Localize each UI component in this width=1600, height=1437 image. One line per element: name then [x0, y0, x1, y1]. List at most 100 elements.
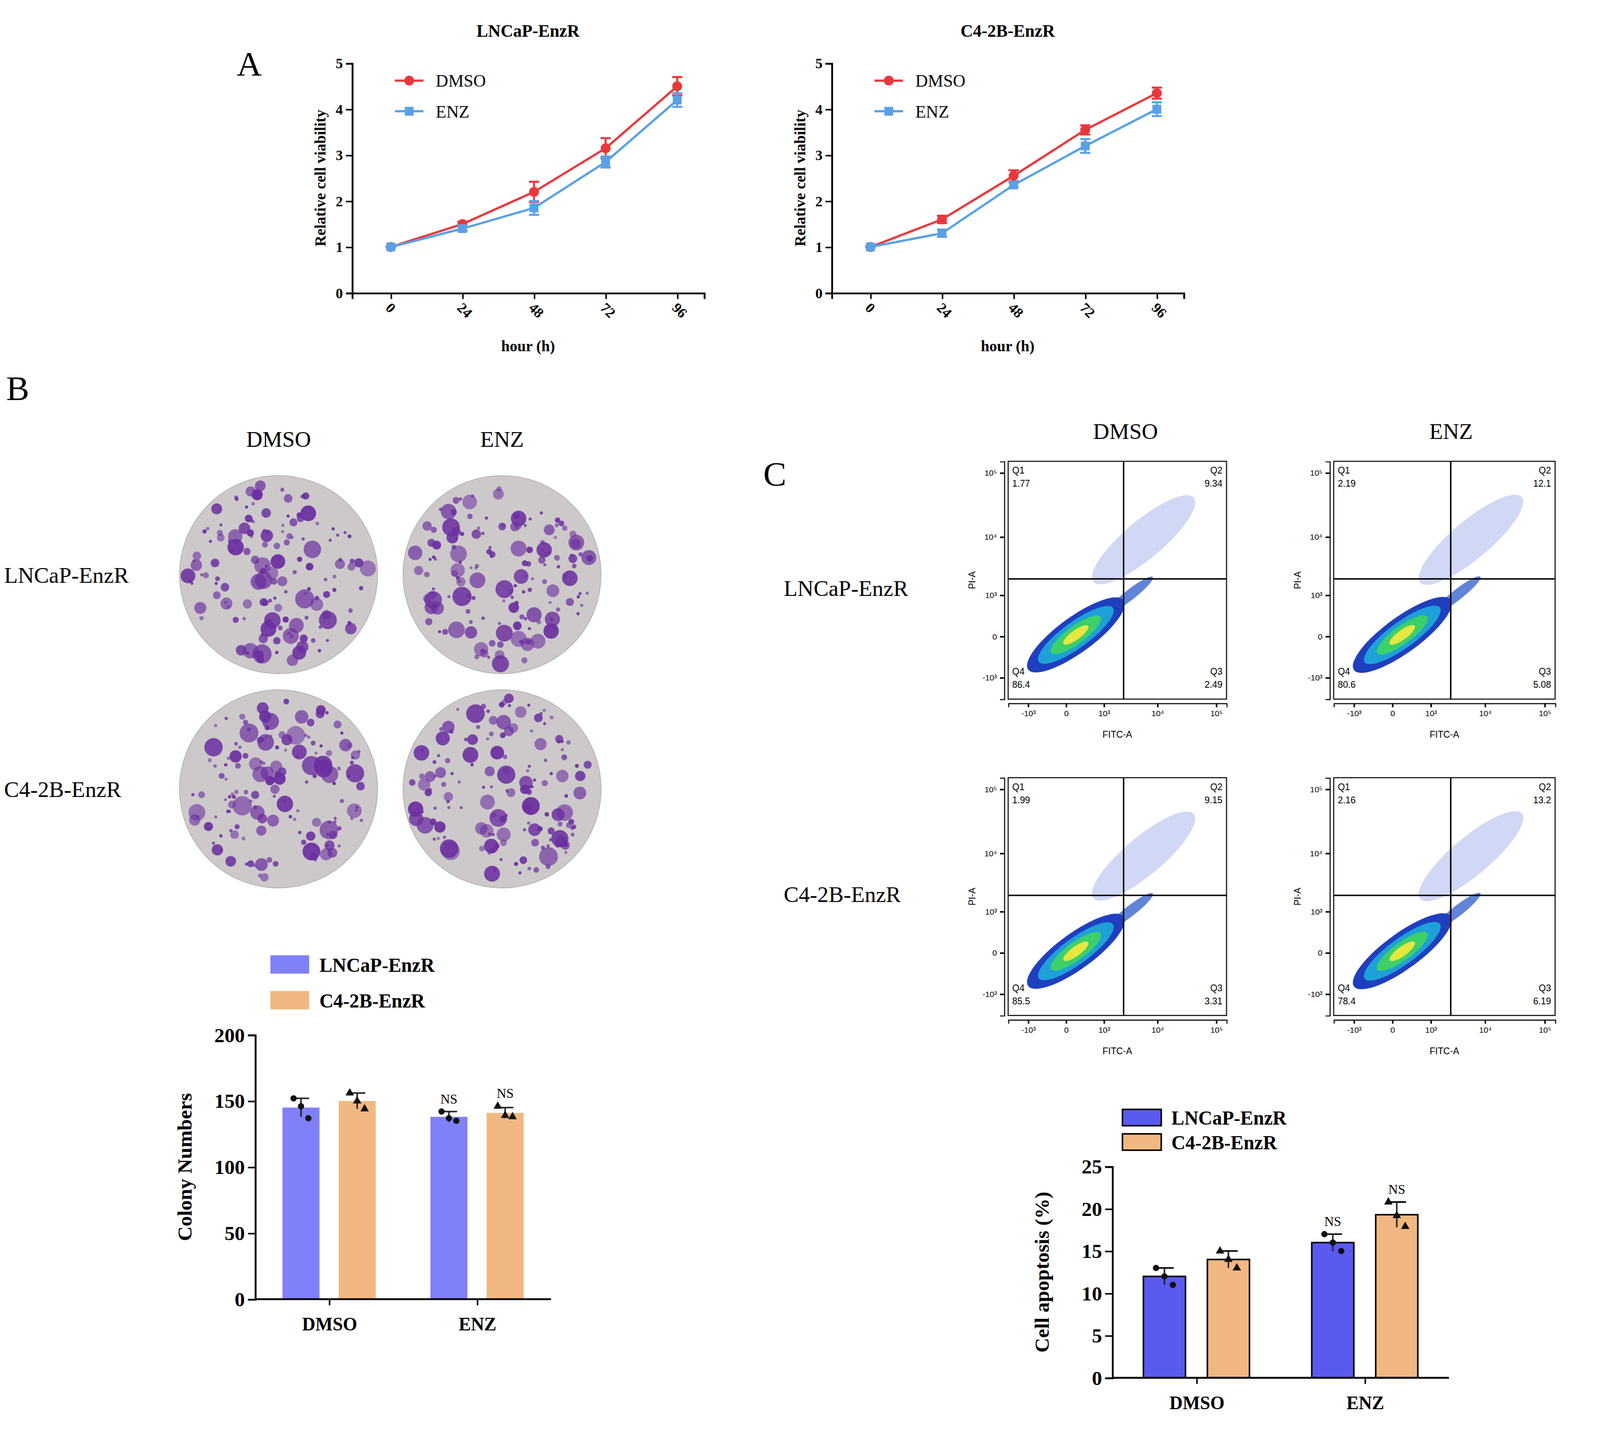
- colony: [296, 640, 309, 653]
- colony: [195, 815, 199, 819]
- colony: [486, 709, 491, 713]
- error-bar: [1155, 1267, 1174, 1285]
- x-axis-title: FITC-A: [1429, 729, 1460, 740]
- density-cloud: [1343, 482, 1534, 685]
- colony: [280, 487, 284, 492]
- error-bar: [671, 92, 682, 107]
- quadrant-name: Q4: [1337, 982, 1351, 994]
- colony: [534, 738, 547, 751]
- tick: 0: [335, 285, 353, 302]
- colony: [432, 587, 436, 591]
- colony: [555, 607, 561, 612]
- axis-line: [1008, 703, 1228, 708]
- colony: [235, 762, 241, 769]
- colony: [430, 526, 437, 533]
- x-axis-title: FITC-A: [1429, 1045, 1460, 1057]
- colony: [470, 762, 474, 766]
- colony: [287, 631, 291, 635]
- tick-mark: [1196, 1377, 1198, 1384]
- colony: [521, 657, 528, 664]
- colony: [489, 808, 508, 827]
- colony: [445, 758, 451, 764]
- flow-plot: -10³010³10⁴10⁵-10³010³10⁴10⁵FITC-API-AQ1…: [966, 777, 1227, 1057]
- tick-label: 1: [335, 239, 344, 256]
- tick-label: 10³: [1425, 708, 1437, 718]
- colony: [254, 480, 266, 492]
- colony: [259, 872, 269, 882]
- tick-mark: [345, 246, 353, 249]
- colony: [514, 706, 527, 718]
- quadrant-value: 85.5: [1012, 995, 1030, 1007]
- gate-line: [1449, 777, 1452, 1016]
- colony: [489, 785, 493, 789]
- colony: [407, 545, 423, 560]
- tick-label: 10³: [985, 907, 997, 917]
- colony: [262, 712, 280, 730]
- axis: -10³010³10⁴10⁵: [1008, 702, 1228, 718]
- colony: [298, 830, 302, 835]
- axis-line: [832, 293, 1185, 300]
- tick: ENZ: [458, 1299, 497, 1335]
- colony: [202, 529, 207, 534]
- data-point: [672, 95, 682, 105]
- colony: [192, 551, 202, 561]
- colony: [203, 822, 213, 831]
- quadrant-name: Q3: [1209, 666, 1223, 677]
- tick-label: 0: [1318, 632, 1323, 641]
- colony: [242, 643, 258, 659]
- colony: [552, 626, 556, 630]
- colony: [436, 836, 440, 840]
- legend-label: C4-2B-EnzR: [319, 990, 425, 1012]
- bar: [1143, 1276, 1186, 1378]
- colony: [522, 828, 526, 832]
- plot-frame: [1333, 461, 1556, 700]
- colony: [488, 545, 492, 550]
- colony: [514, 600, 519, 605]
- colony: [481, 531, 485, 535]
- chart-title: LNCaP-EnzR: [476, 21, 581, 41]
- tick-mark: [1000, 635, 1005, 638]
- tick: 50: [224, 1221, 256, 1245]
- tick: 24: [454, 292, 476, 322]
- tick-mark: [941, 292, 944, 300]
- colony: [249, 799, 253, 803]
- y-axis-title: Colony Numbers: [173, 1092, 196, 1241]
- colony: [513, 861, 519, 867]
- tick-label: 2: [815, 193, 823, 210]
- tick-mark: [1544, 1019, 1546, 1024]
- tick-mark: [345, 200, 353, 203]
- colony: [568, 554, 578, 564]
- colony: [527, 764, 531, 768]
- tick: 0: [1390, 1019, 1396, 1035]
- tick-label: 3: [815, 147, 823, 164]
- plot-area: [1008, 461, 1227, 700]
- colony: [286, 654, 299, 667]
- colony: [227, 809, 231, 813]
- data-point: [508, 1111, 517, 1120]
- tick-mark: [870, 292, 872, 300]
- tick: -10³: [982, 989, 1005, 999]
- colony: [446, 800, 450, 804]
- tick: 10⁴: [1479, 702, 1492, 718]
- colony: [225, 855, 236, 867]
- tick-mark: [247, 1298, 256, 1301]
- colony: [543, 721, 547, 725]
- colony: [571, 824, 576, 829]
- tick-label: -10³: [1346, 1025, 1362, 1035]
- colony: [261, 508, 271, 518]
- colony: [424, 591, 442, 609]
- colony: [350, 816, 354, 820]
- colony: [481, 785, 486, 789]
- colony: [466, 593, 471, 598]
- colony: [359, 818, 363, 823]
- tick-label: DMSO: [301, 1313, 357, 1335]
- legend-label: ENZ: [435, 102, 470, 122]
- legend-marker: [404, 106, 414, 116]
- colony: [310, 597, 324, 612]
- axis: -10³010³10⁴10⁵: [1334, 702, 1556, 718]
- tick: 10⁵: [1210, 702, 1224, 718]
- colony: [440, 781, 447, 787]
- data-point: [1152, 1264, 1160, 1271]
- quadrant-value: 1.99: [1012, 794, 1030, 806]
- tick: 3: [335, 147, 353, 164]
